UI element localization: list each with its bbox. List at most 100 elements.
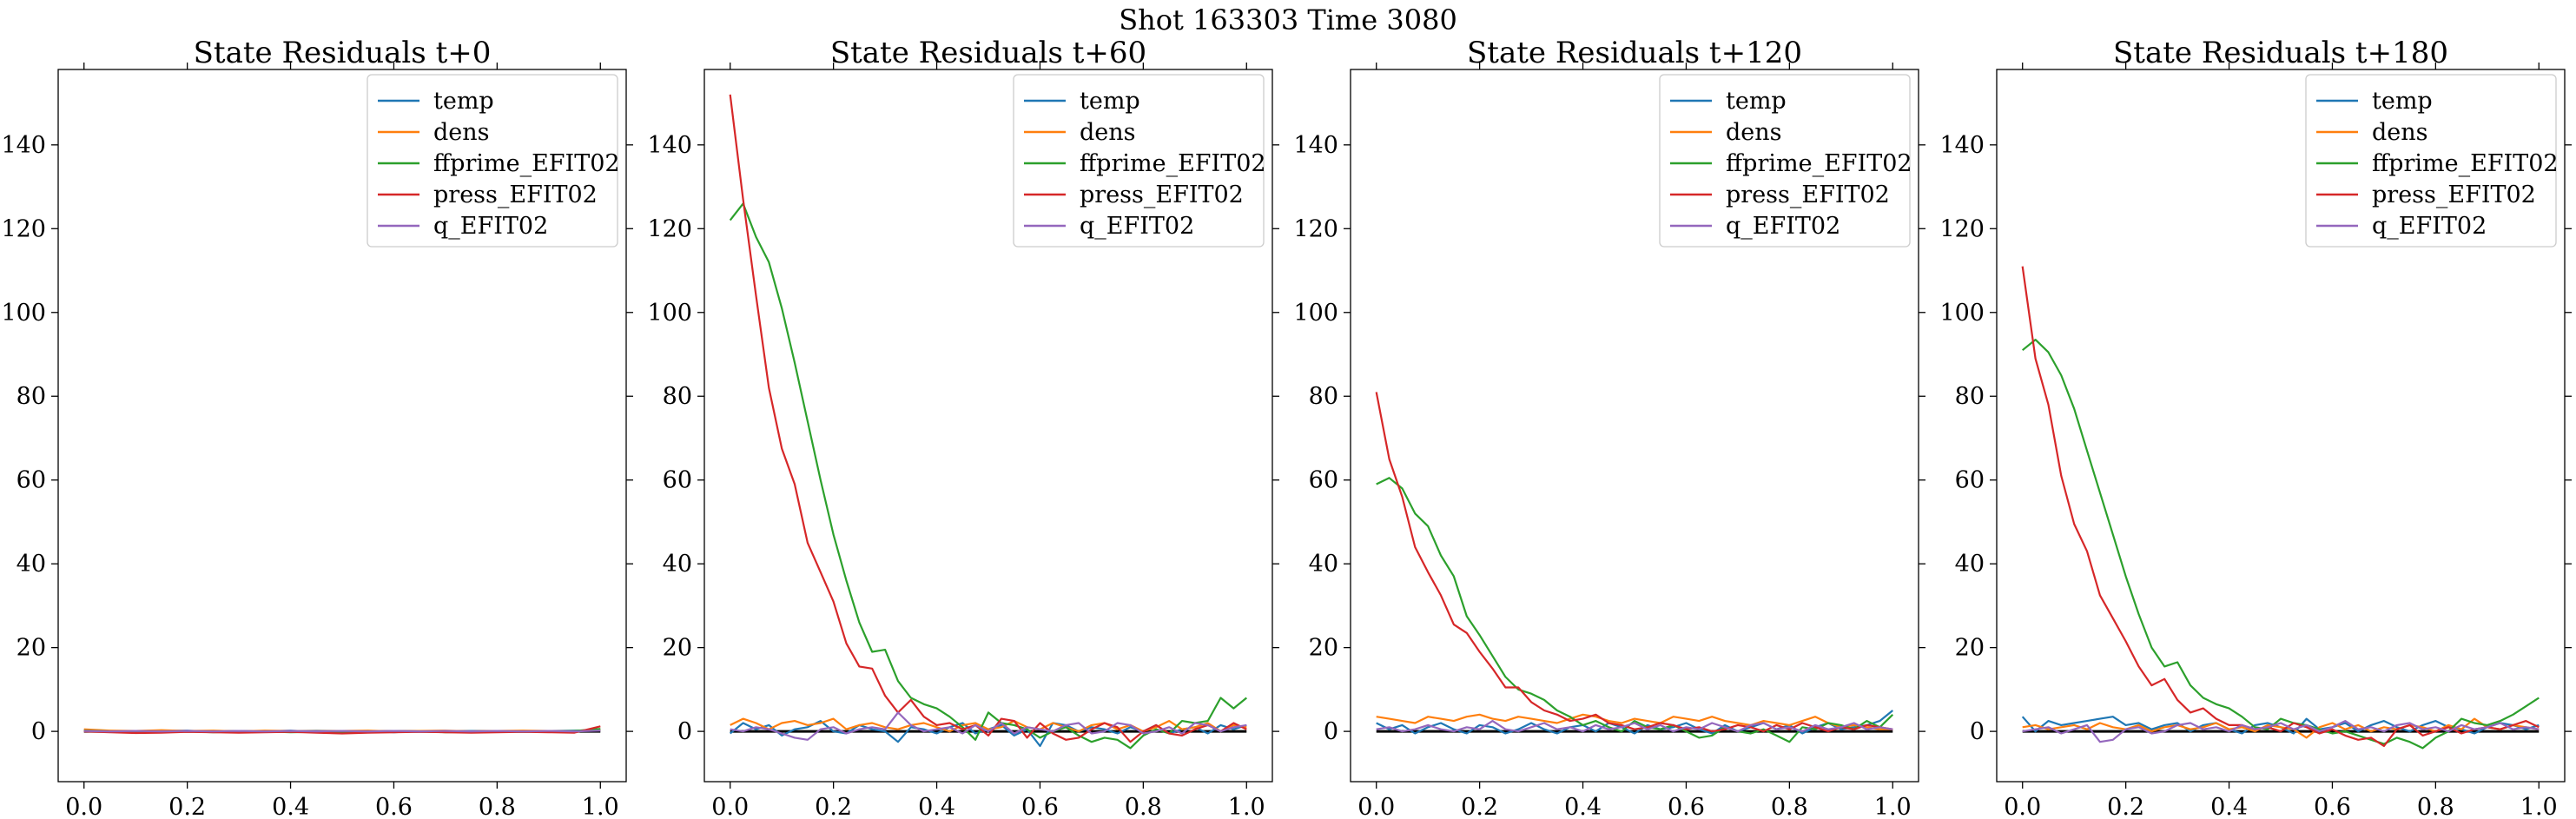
legend-box: [1659, 74, 1911, 248]
series-line-press_EFIT02: [2021, 266, 2540, 748]
series-line-temp: [1376, 710, 1893, 735]
subplot-1: State Residuals t+60 0.0 0.2 0.4 0.6 0.8 1.0 0 2…: [647, 36, 1279, 819]
x-tick-label: 0.0: [1357, 794, 1395, 819]
y-tick-label: 140: [647, 132, 692, 159]
legend-label: press_EFIT02: [433, 182, 598, 208]
y-tick-label: 60: [663, 467, 692, 494]
legend-label: dens: [2372, 119, 2428, 146]
series-line-press_EFIT02: [729, 94, 1247, 743]
x-tick-label: 0.2: [168, 794, 206, 819]
x-tick-label: 0.0: [711, 794, 749, 819]
subplot-title: State Residuals t+60: [830, 36, 1146, 70]
y-tick-label: 100: [1293, 300, 1338, 327]
subplot-title: State Residuals t+180: [2113, 36, 2448, 70]
y-tick-label: 0: [1970, 718, 1985, 745]
axes-frame: [1996, 69, 2566, 783]
subplot-title: State Residuals t+0: [194, 36, 492, 70]
legend-label: press_EFIT02: [1080, 182, 1244, 208]
y-tick-label: 0: [1324, 718, 1338, 745]
legend-label: dens: [1080, 119, 1136, 146]
x-tick-label: 1.0: [2520, 794, 2558, 819]
x-tick-label: 0.2: [2107, 794, 2144, 819]
legend-label: q_EFIT02: [1080, 213, 1194, 240]
x-tick-label: 0.8: [1771, 794, 1808, 819]
legend: temp dens ffprime_EFIT02 press_EFIT02 q_EFIT…: [1013, 74, 1266, 248]
subplot-title: State Residuals t+120: [1467, 36, 1802, 70]
y-tick-label: 120: [647, 215, 692, 242]
y-tick-label: 120: [1293, 215, 1338, 242]
legend: temp dens ffprime_EFIT02 press_EFIT02 q_EFIT…: [367, 74, 620, 248]
legend-label: temp: [2372, 88, 2433, 115]
y-tick-label: 40: [663, 551, 692, 578]
x-tick-label: 0.2: [815, 794, 852, 819]
axes-frame: [57, 69, 627, 783]
y-tick-label: 0: [677, 718, 692, 745]
series-line-ffprime_EFIT02: [1376, 477, 1894, 743]
y-tick-label: 80: [663, 383, 692, 410]
legend-label: dens: [433, 119, 490, 146]
x-tick-label: 0.0: [65, 794, 102, 819]
axes-frame: [1350, 69, 1919, 783]
y-tick-label: 60: [1955, 467, 1985, 494]
legend-label: press_EFIT02: [1726, 182, 1890, 208]
y-tick-label: 140: [1939, 132, 1985, 159]
y-tick-label: 60: [1309, 467, 1338, 494]
x-tick-label: 0.4: [918, 794, 955, 819]
x-tick-label: 0.4: [2210, 794, 2248, 819]
y-tick-label: 140: [1, 132, 46, 159]
legend-label: ffprime_EFIT02: [1726, 150, 1912, 177]
y-tick-label: 100: [1939, 300, 1985, 327]
legend-label: press_EFIT02: [2372, 182, 2536, 208]
y-tick-label: 100: [1, 300, 46, 327]
x-tick-label: 1.0: [1228, 794, 1265, 819]
subplot-0: State Residuals t+0 0.0 0.2 0.4 0.6 0.8 1.0 0 20…: [1, 36, 633, 819]
series-line-dens: [1376, 713, 1893, 730]
legend: temp dens ffprime_EFIT02 press_EFIT02 q_EFIT…: [2305, 74, 2559, 248]
y-tick-label: 80: [1309, 383, 1338, 410]
y-tick-label: 80: [17, 383, 46, 410]
legend-label: ffprime_EFIT02: [1080, 150, 1266, 177]
x-tick-label: 0.2: [1461, 794, 1498, 819]
legend-label: temp: [1726, 88, 1787, 115]
legend-label: temp: [1080, 88, 1140, 115]
series-line-q_EFIT02: [83, 730, 601, 733]
figure-suptitle: Shot 163303 Time 3080: [1119, 3, 1457, 36]
legend: temp dens ffprime_EFIT02 press_EFIT02 q_EFIT…: [1659, 74, 1912, 248]
legend-label: dens: [1726, 119, 1782, 146]
y-tick-label: 20: [1309, 635, 1338, 662]
x-tick-label: 0.0: [2004, 794, 2041, 819]
y-tick-label: 120: [1939, 215, 1985, 242]
legend-label: ffprime_EFIT02: [2372, 150, 2559, 177]
series-line-dens: [730, 717, 1247, 733]
x-tick-label: 0.4: [272, 794, 309, 819]
legend-label: q_EFIT02: [1726, 213, 1840, 240]
subplot-3: State Residuals t+180 0.0 0.2 0.4 0.6 0.8 1.0 0…: [1939, 36, 2572, 819]
x-tick-label: 0.6: [1021, 794, 1059, 819]
legend-box: [1013, 74, 1265, 248]
x-tick-label: 1.0: [1874, 794, 1912, 819]
x-tick-label: 0.8: [2417, 794, 2454, 819]
y-tick-label: 80: [1955, 383, 1985, 410]
legend-box: [2305, 74, 2557, 248]
series-line-q_EFIT02: [730, 711, 1247, 741]
legend-label: q_EFIT02: [433, 213, 548, 240]
y-tick-label: 0: [31, 718, 46, 745]
x-tick-label: 0.6: [375, 794, 413, 819]
y-tick-label: 20: [663, 635, 692, 662]
subplot-2: State Residuals t+120 0.0 0.2 0.4 0.6 0.8 1.0 0…: [1293, 36, 1925, 819]
series-line-ffprime_EFIT02: [729, 202, 1247, 750]
x-tick-label: 0.8: [479, 794, 516, 819]
axes-frame: [703, 69, 1273, 783]
y-tick-label: 100: [647, 300, 692, 327]
y-tick-label: 140: [1293, 132, 1338, 159]
x-tick-label: 1.0: [582, 794, 619, 819]
legend-label: temp: [433, 88, 494, 115]
series-line-q_EFIT02: [2022, 719, 2540, 743]
x-tick-label: 0.6: [1668, 794, 1705, 819]
series-line-ffprime_EFIT02: [2022, 339, 2540, 750]
y-tick-label: 40: [17, 551, 46, 578]
y-tick-label: 40: [1955, 551, 1985, 578]
x-tick-label: 0.6: [2314, 794, 2351, 819]
y-tick-label: 60: [17, 467, 46, 494]
x-tick-label: 0.4: [1564, 794, 1602, 819]
